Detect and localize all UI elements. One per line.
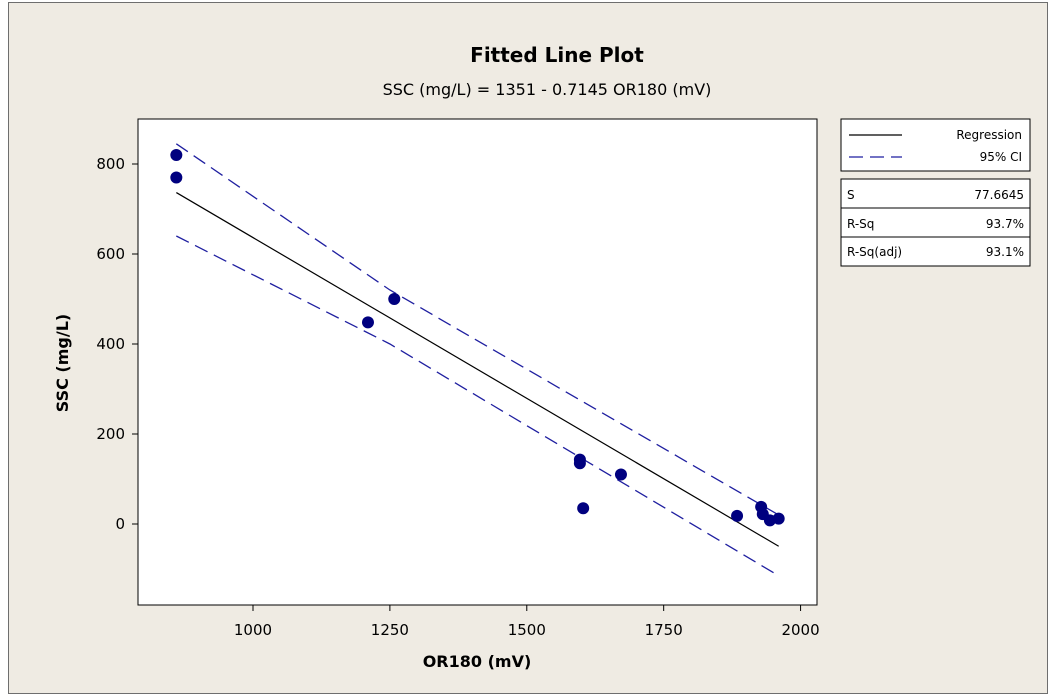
stat-rsq-label: R-Sq <box>847 217 874 231</box>
y-tick-label: 200 <box>96 425 125 443</box>
stats-table: S 77.6645 R-Sq 93.7% R-Sq(adj) 93.1% <box>840 178 1031 267</box>
y-tick-label: 600 <box>96 245 125 263</box>
y-axis-label: SSC (mg/L) <box>53 314 72 412</box>
legend-box <box>840 118 1031 172</box>
plot-area <box>137 118 818 606</box>
legend-ci-label: 95% CI <box>980 150 1022 164</box>
chart-subtitle: SSC (mg/L) = 1351 - 0.7145 OR180 (mV) <box>383 80 712 99</box>
ci-lower-line <box>176 235 780 577</box>
data-point <box>614 468 627 481</box>
y-tick-label: 400 <box>96 335 125 353</box>
y-axis: 0 200 400 600 800 <box>96 155 138 533</box>
legend: Regression 95% CI <box>840 118 1031 172</box>
data-point <box>388 293 401 305</box>
fitted-line-plot: Fitted Line Plot SSC (mg/L) = 1351 - 0.7… <box>53 43 1031 671</box>
data-point <box>577 502 590 515</box>
data-point <box>772 512 785 525</box>
data-point <box>170 149 183 161</box>
x-tick-label: 2000 <box>781 621 819 639</box>
data-point <box>573 457 586 470</box>
series-layer <box>170 143 785 577</box>
x-tick-label: 1750 <box>645 621 683 639</box>
stat-rsq-adj-label: R-Sq(adj) <box>847 245 902 259</box>
x-axis-label: OR180 (mV) <box>423 652 532 671</box>
legend-regression-label: Regression <box>956 128 1022 142</box>
stat-s-value: 77.6645 <box>974 188 1024 202</box>
data-point <box>361 316 374 329</box>
stat-s-label: S <box>847 188 855 202</box>
chart-title: Fitted Line Plot <box>470 43 644 67</box>
data-point <box>731 509 744 522</box>
stat-rsq-adj-value: 93.1% <box>986 245 1024 259</box>
x-axis: 1000 1250 1500 1750 2000 <box>234 605 820 639</box>
stats-box <box>840 178 1031 267</box>
x-tick-label: 1250 <box>371 621 409 639</box>
regression-line <box>176 192 779 547</box>
x-tick-label: 1000 <box>234 621 272 639</box>
y-tick-label: 0 <box>115 515 125 533</box>
stat-rsq-value: 93.7% <box>986 217 1024 231</box>
x-tick-label: 1500 <box>508 621 546 639</box>
data-point <box>170 171 183 184</box>
chart-window: Fitted Line Plot SSC (mg/L) = 1351 - 0.7… <box>8 2 1048 694</box>
y-tick-label: 800 <box>96 155 125 173</box>
ci-upper-line <box>175 143 780 516</box>
